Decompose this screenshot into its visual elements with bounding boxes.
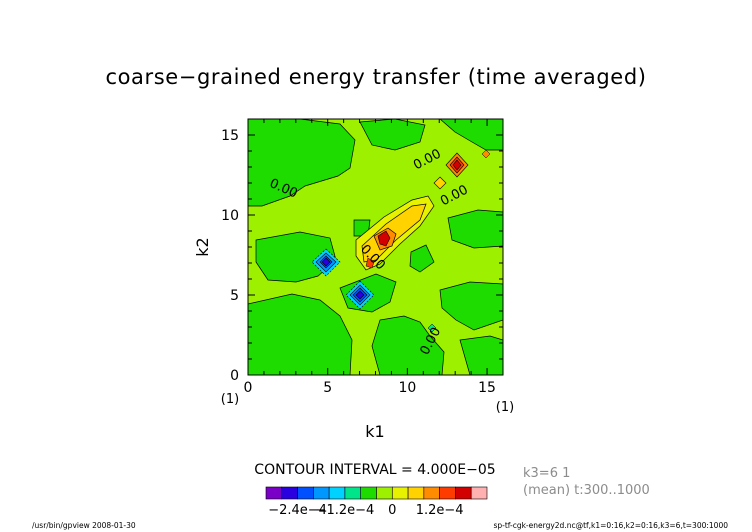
green-region-midright-a xyxy=(409,244,435,273)
colorbar-swatch xyxy=(344,486,362,500)
colorbar-swatch xyxy=(391,486,409,500)
blob-cyan xyxy=(427,323,437,333)
colorbar-swatch xyxy=(265,486,283,500)
colorbar-swatch xyxy=(455,486,472,500)
time-info: (mean) t:300..1000 xyxy=(523,483,650,498)
ridge-small-red xyxy=(365,257,375,269)
tick-labels: 0 5 10 15 0 5 10 15 xyxy=(221,128,496,396)
level-info: k3=6 1 xyxy=(523,466,570,481)
y-tick-label: 5 xyxy=(230,288,239,304)
colorbar xyxy=(265,486,488,500)
footer-right: sp-tf-cgk-energy2d.nc@tf,k1=0:16,k2=0:16… xyxy=(493,521,728,530)
minimum-a-core xyxy=(321,257,331,267)
blob-tiny xyxy=(481,149,491,159)
axis-ticks xyxy=(247,118,504,376)
small-blobs xyxy=(427,149,491,333)
colorbar-swatch xyxy=(328,486,346,500)
x-tick-label: 5 xyxy=(323,380,332,396)
footer-left: /usr/bin/gpview 2008-01-30 xyxy=(32,521,136,530)
colorbar-tick-labels: −2.4e−4−1.2e−4 0 1.2e−4 xyxy=(268,503,463,518)
positive-ridge xyxy=(355,176,447,271)
peak-inner xyxy=(452,159,462,171)
y-tick-label: 10 xyxy=(221,208,239,224)
ridge-red xyxy=(377,230,391,247)
green-region-lowright xyxy=(439,281,504,331)
green-region-midleft xyxy=(255,231,337,283)
yellow-diamond xyxy=(433,176,447,190)
green-region-topleft xyxy=(247,118,356,207)
positive-peak xyxy=(445,152,469,178)
colorbar-tick-label: 1.2e−4 xyxy=(416,503,464,518)
colorbar-swatch xyxy=(423,486,440,500)
x-axis-origin-unit: (1) xyxy=(221,392,239,407)
green-region-bottommid xyxy=(371,315,445,376)
colorbar-swatch xyxy=(297,486,314,500)
colorbar-swatch xyxy=(407,486,425,500)
y-tick-label: 0 xyxy=(230,368,239,384)
colorbar-tick-label: −1.2e−4 xyxy=(316,503,375,518)
colorbar-tick-label: 0 xyxy=(388,503,396,518)
colorbar-swatch xyxy=(439,486,456,500)
colorbar-swatch xyxy=(281,486,298,500)
x-tick-label: 0 xyxy=(244,380,253,396)
minimum-b-core xyxy=(355,290,365,300)
contour-interval-label: CONTOUR INTERVAL = 4.000E−05 xyxy=(254,462,495,478)
colorbar-swatch xyxy=(360,486,377,500)
negative-minimum-b xyxy=(345,280,375,310)
y-tick-label: 15 xyxy=(221,128,239,144)
colorbar-swatch xyxy=(470,486,488,500)
chart-title: coarse−grained energy transfer (time ave… xyxy=(105,65,646,89)
x-axis-unit: (1) xyxy=(496,400,514,415)
x-axis-title: k1 xyxy=(365,422,384,441)
x-tick-label: 15 xyxy=(478,380,496,396)
plot-area: 0.00 0.00 0.00 0.00 0.00 xyxy=(247,118,504,376)
x-tick-label: 10 xyxy=(398,380,416,396)
colorbar-swatch xyxy=(313,486,330,500)
y-axis-title: k2 xyxy=(193,237,212,256)
colorbar-swatch xyxy=(376,486,393,500)
region-green xyxy=(247,118,504,376)
negative-minimum-a xyxy=(311,248,341,277)
colorbar-tick-label: −2.4e−4 xyxy=(268,503,327,518)
